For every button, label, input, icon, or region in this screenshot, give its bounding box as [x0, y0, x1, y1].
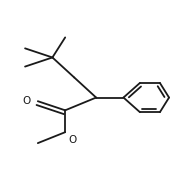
Text: O: O: [22, 96, 31, 106]
Text: O: O: [68, 135, 76, 145]
